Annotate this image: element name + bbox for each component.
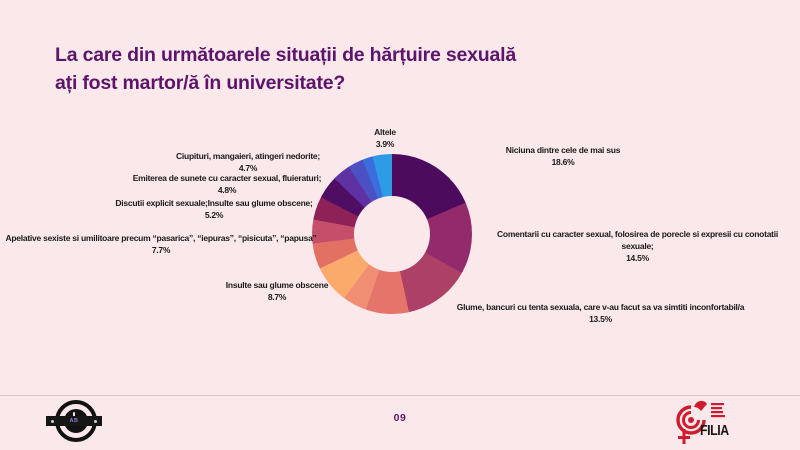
slide-title: La care din următoarele situații de hărț… (55, 42, 635, 97)
page-number: 09 (393, 412, 407, 424)
chart-label-ciupituri: Ciupituri, mangaieri, atingeri nedorite;… (118, 151, 378, 175)
emblem-banner-text: AB (69, 418, 79, 424)
chart-label-emiterea: Emiterea de sunete cu caracter sexual, f… (95, 173, 359, 197)
label-text: Altele (374, 127, 396, 137)
label-text: Apelative sexiste si umilitoare precum “… (5, 233, 317, 243)
slide-title-line1: La care din următoarele situații de hărț… (55, 44, 517, 66)
chart-label-apelative: Apelative sexiste si umilitoare precum “… (5, 233, 317, 257)
label-pct: 13.5% (589, 313, 612, 324)
filia-wordmark: FILIA (700, 422, 729, 439)
chart-label-comentarii: Comentarii cu caracter sexual, folosirea… (480, 229, 795, 265)
filia-logo: FILIA (670, 398, 785, 446)
label-pct: 18.6% (551, 156, 575, 167)
emblem-tick-right (94, 420, 97, 423)
chart-label-glume: Glume, bancuri cu tenta sexuala, care v-… (443, 302, 758, 326)
label-pct: 4.8% (217, 184, 237, 195)
label-pct: 5.2% (204, 209, 224, 220)
chart-label-niciuna: Niciuna dintre cele de mai sus 18.6% (443, 145, 683, 169)
chart-label-discutii: Discutii explicit sexuale;Insulte sau gl… (82, 198, 346, 222)
donut-hole (354, 196, 430, 272)
label-pct: 3.9% (375, 138, 395, 149)
organization-emblem-logo: AB (46, 399, 102, 443)
label-pct: 8.7% (267, 291, 287, 302)
label-text: Insulte sau glume obscene (225, 280, 329, 290)
donut-chart (312, 154, 472, 314)
filia-spiral-venus-icon (676, 400, 725, 444)
footer-divider (0, 395, 800, 396)
label-text: Niciuna dintre cele de mai sus (505, 145, 621, 155)
label-text: Discutii explicit sexuale;Insulte sau gl… (115, 198, 313, 208)
chart-label-insulte: Insulte sau glume obscene 8.7% (187, 280, 367, 304)
label-text: Glume, bancuri cu tenta sexuala, care v-… (456, 302, 745, 312)
emblem-banner: AB (46, 416, 102, 426)
label-pct: 7.7% (151, 244, 171, 255)
label-pct: 4.7% (238, 162, 258, 173)
label-pct: 14.5% (626, 252, 649, 263)
slide-title-line2: ați fost martor/ă în universitate? (55, 71, 346, 94)
emblem-tick-left (51, 420, 54, 423)
label-text: Ciupituri, mangaieri, atingeri nedorite; (176, 151, 320, 161)
label-text: Comentarii cu caracter sexual, folosirea… (497, 229, 778, 251)
emblem-pin (73, 412, 75, 419)
label-text: Emiterea de sunete cu caracter sexual, f… (132, 173, 322, 183)
chart-label-altele: Altele 3.9% (345, 127, 425, 151)
